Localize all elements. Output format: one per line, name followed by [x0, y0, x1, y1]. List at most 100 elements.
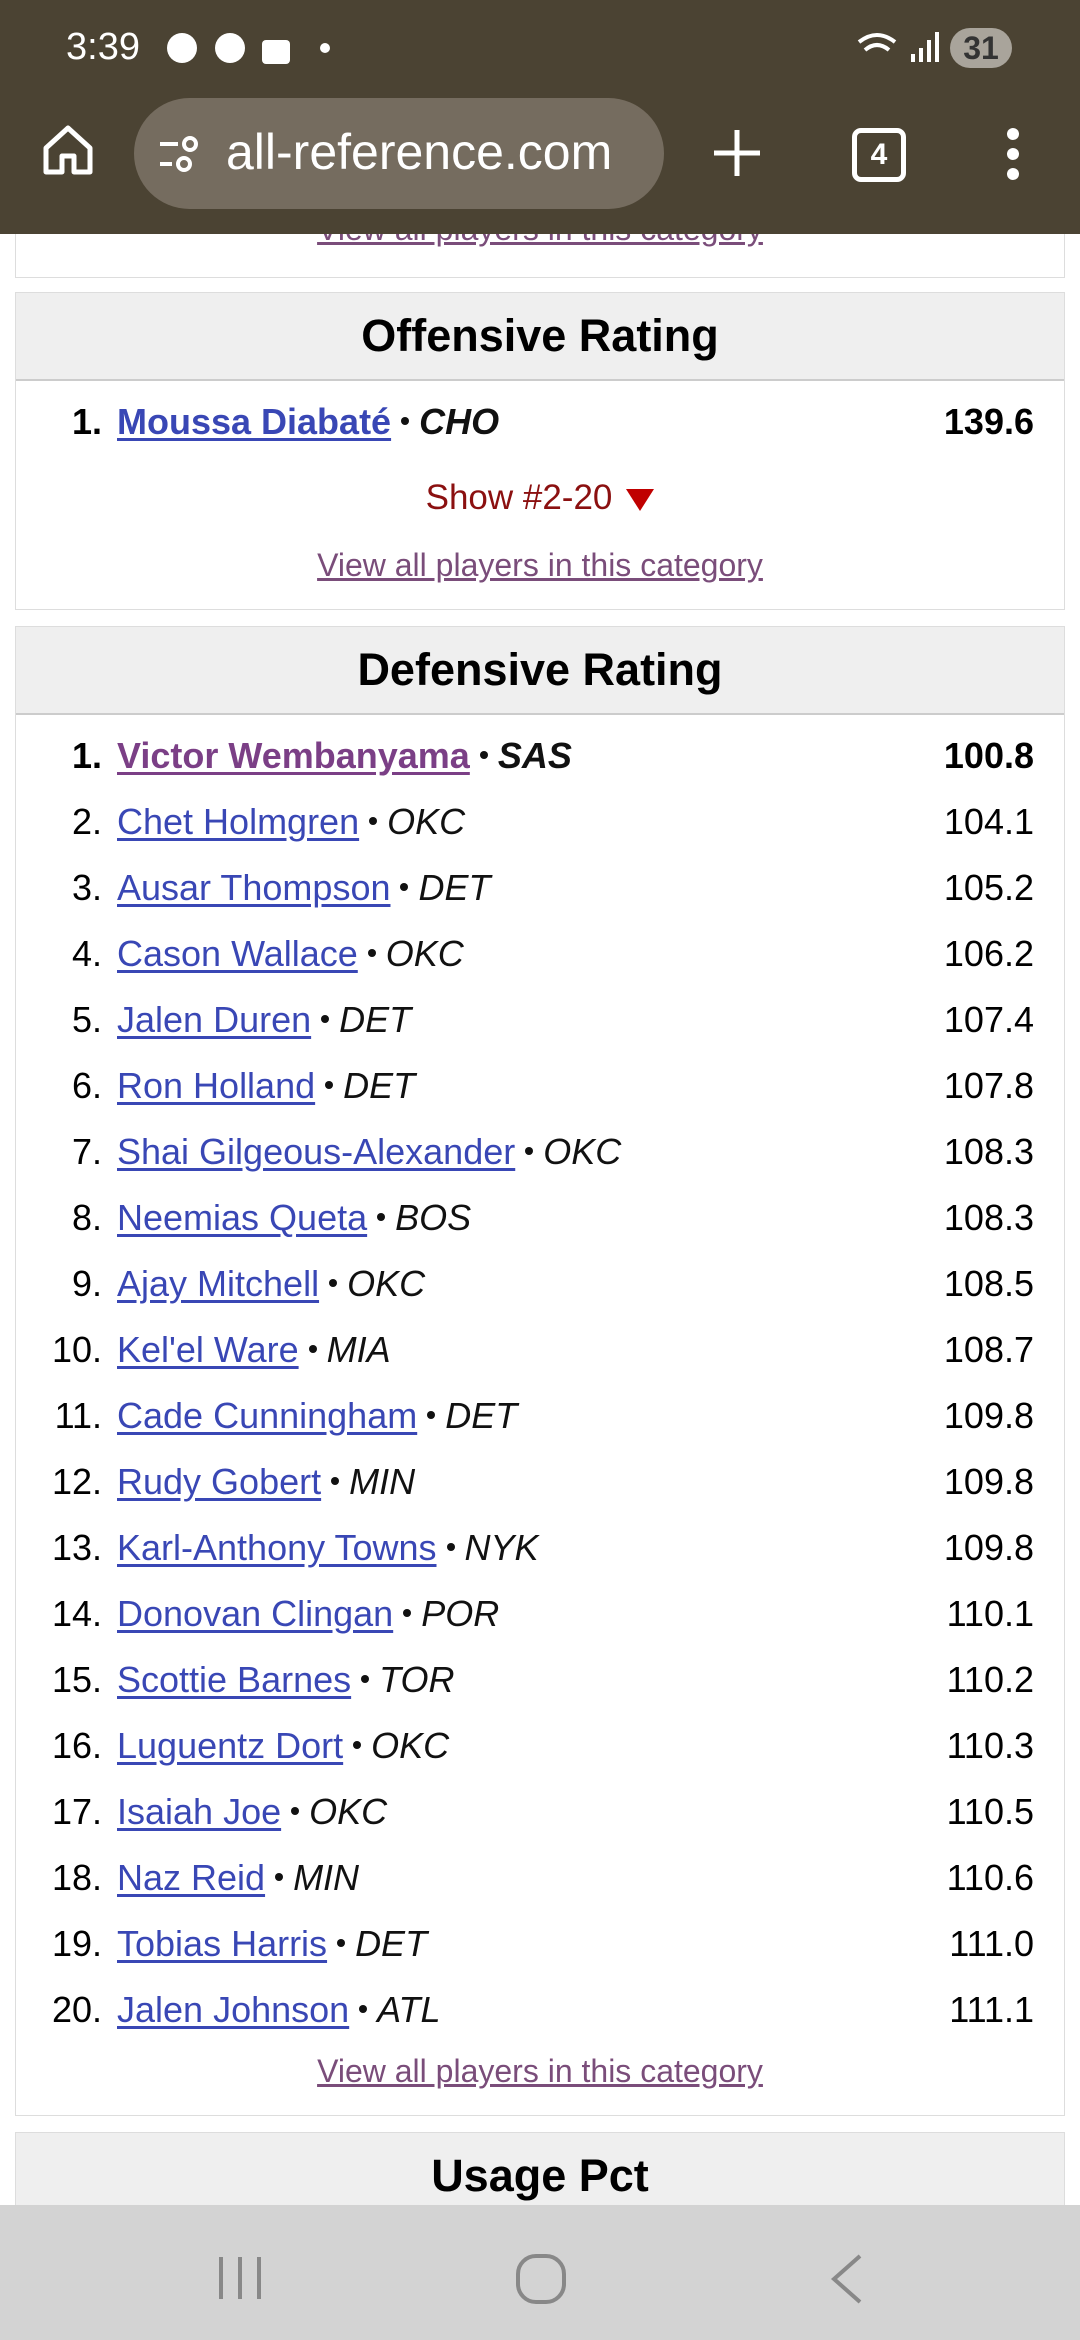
recents-button[interactable]	[215, 2255, 265, 2301]
player-name[interactable]: Jalen Duren	[117, 999, 312, 1040]
player-name[interactable]: Ajay Mitchell	[117, 1263, 320, 1304]
team: ATL	[377, 1989, 441, 2030]
separator-dot	[325, 1081, 334, 1090]
player-name[interactable]: Ron Holland	[117, 1065, 316, 1106]
section-title: Offensive Rating	[16, 293, 1064, 381]
player-name[interactable]: Kel'el Ware	[117, 1329, 299, 1370]
rank: 15.	[51, 1659, 102, 1700]
show-more[interactable]: Show #2-20	[16, 476, 1064, 520]
team: DET	[339, 999, 412, 1040]
team: CHO	[419, 401, 500, 442]
site-settings-icon[interactable]	[158, 134, 204, 174]
player-name[interactable]: Cade Cunningham	[117, 1395, 418, 1436]
player-line: Victor Wembanyama SAS	[117, 734, 572, 778]
player-line: Kel'el Ware MIA	[117, 1328, 391, 1372]
rank: 13.	[51, 1527, 102, 1568]
rank: 14.	[51, 1593, 102, 1634]
rating-value: 104.1	[943, 801, 1034, 842]
rating-value: 110.6	[946, 1857, 1034, 1898]
player-line: Jalen Johnson ATL	[117, 1988, 441, 2032]
player-name[interactable]: Scottie Barnes	[117, 1659, 352, 1700]
rating-value: 111.0	[949, 1923, 1034, 1964]
player-name[interactable]: Neemias Queta	[117, 1197, 368, 1238]
player-line: Rudy Gobert MIN	[117, 1460, 415, 1504]
separator-dot	[479, 751, 488, 760]
team: DET	[355, 1923, 428, 1964]
rank: 9.	[71, 1263, 102, 1304]
signal-icons	[857, 32, 939, 62]
team: BOS	[395, 1197, 472, 1238]
rank: 16.	[51, 1725, 102, 1766]
player-line: Ron Holland DET	[117, 1064, 415, 1108]
player-name[interactable]: Ausar Thompson	[117, 867, 391, 908]
player-name[interactable]: Isaiah Joe	[117, 1791, 282, 1832]
player-name[interactable]: Moussa Diabaté	[117, 401, 392, 442]
separator-dot	[308, 1345, 317, 1354]
rank: 17.	[51, 1791, 102, 1832]
team: DET	[445, 1395, 518, 1436]
tab-count[interactable]: 4	[852, 128, 906, 182]
rank: 11.	[54, 1395, 102, 1436]
home-button[interactable]	[40, 122, 96, 178]
player-name[interactable]: Naz Reid	[117, 1857, 266, 1898]
view-all-link[interactable]: View all players in this category	[317, 2053, 763, 2089]
team: OKC	[347, 1263, 426, 1304]
notification-icons	[167, 33, 330, 64]
rating-value: 106.2	[943, 933, 1034, 974]
player-name[interactable]: Jalen Johnson	[117, 1989, 350, 2030]
rank: 18.	[51, 1857, 102, 1898]
separator-dot	[291, 1807, 300, 1816]
rating-value: 139.6	[943, 401, 1034, 442]
player-name[interactable]: Cason Wallace	[117, 933, 358, 974]
separator-dot	[377, 1213, 386, 1222]
show-more-text: Show #2-20	[425, 478, 613, 517]
stat-section: Offensive Rating 1. Moussa Diabaté CHO 139.6…	[15, 292, 1065, 610]
player-line: Isaiah Joe OKC	[117, 1790, 387, 1834]
player-line: Ausar Thompson DET	[117, 866, 490, 910]
player-name[interactable]: Shai Gilgeous-Alexander	[117, 1131, 516, 1172]
player-name[interactable]: Luguentz Dort	[117, 1725, 344, 1766]
team: OKC	[543, 1131, 622, 1172]
stat-section: Defensive Rating 1. Victor Wembanyama SAS 10…	[15, 626, 1065, 2116]
separator-dot	[359, 2005, 368, 2014]
rating-value: 105.2	[943, 867, 1034, 908]
player-line: Chet Holmgren OKC	[117, 800, 465, 844]
player-line: Karl-Anthony Towns NYK	[117, 1526, 539, 1570]
rank: 1.	[71, 735, 102, 776]
player-name[interactable]: Chet Holmgren	[117, 801, 360, 842]
url-bar[interactable]: all-reference.com	[134, 98, 664, 209]
player-name[interactable]: Rudy Gobert	[117, 1461, 322, 1502]
separator-dot	[403, 1609, 412, 1618]
player-name[interactable]: Donovan Clingan	[117, 1593, 394, 1634]
home-nav-button[interactable]	[515, 2253, 567, 2305]
player-name[interactable]: Tobias Harris	[117, 1923, 328, 1964]
new-tab-button[interactable]	[712, 128, 762, 178]
rank: 20.	[51, 1989, 102, 2030]
rating-value: 108.5	[943, 1263, 1034, 1304]
rating-value: 111.1	[949, 1989, 1034, 2030]
back-button[interactable]	[828, 2253, 864, 2305]
menu-button[interactable]	[998, 126, 1028, 182]
player-name[interactable]: Karl-Anthony Towns	[117, 1527, 437, 1568]
team: MIN	[293, 1857, 360, 1898]
view-all-link[interactable]: View all players in this category	[317, 547, 763, 583]
rating-value: 100.8	[943, 735, 1034, 776]
team: DET	[343, 1065, 416, 1106]
rank: 10.	[51, 1329, 102, 1370]
separator-dot	[367, 949, 376, 958]
separator-dot	[275, 1873, 284, 1882]
player-line: Scottie Barnes TOR	[117, 1658, 454, 1702]
navigation-bar	[0, 2205, 1080, 2340]
player-line: Moussa Diabaté CHO	[117, 400, 499, 444]
clock: 3:39	[66, 26, 140, 68]
rating-value: 109.8	[943, 1527, 1034, 1568]
player-name[interactable]: Victor Wembanyama	[117, 735, 470, 776]
team: OKC	[309, 1791, 388, 1832]
separator-dot	[321, 1015, 330, 1024]
browser-chrome: 3:39 31 all-reference.com 4	[0, 0, 1080, 234]
battery: 31	[950, 28, 1012, 68]
section-title: Defensive Rating	[16, 627, 1064, 715]
rating-value: 108.3	[943, 1131, 1034, 1172]
separator-dot	[369, 817, 378, 826]
rank: 3.	[71, 867, 102, 908]
